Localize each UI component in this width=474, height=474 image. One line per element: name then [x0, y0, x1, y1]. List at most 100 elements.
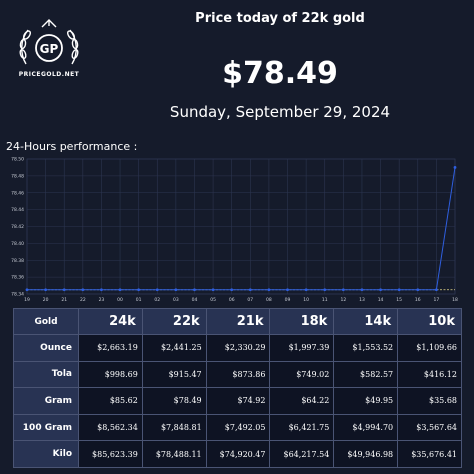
price-cell: $749.02	[269, 360, 335, 389]
price-cell: $2,663.19	[78, 334, 143, 362]
logo-initials: GP	[40, 42, 59, 56]
y-tick-label: 78.50	[11, 157, 24, 163]
price-date: Sunday, September 29, 2024	[169, 103, 391, 121]
price-cell: $74.92	[205, 387, 271, 415]
x-tick-label: 17	[434, 297, 440, 303]
data-point	[193, 288, 196, 292]
price-cell: $1,997.39	[269, 334, 335, 362]
y-tick-label: 78.34	[11, 292, 24, 298]
price-cell: $64.22	[269, 387, 335, 415]
x-tick-label: 14	[378, 297, 384, 303]
data-point	[397, 288, 401, 292]
row-label: Gram	[13, 387, 79, 415]
data-point	[304, 288, 308, 292]
x-tick-label: 03	[173, 297, 179, 303]
data-point	[341, 288, 345, 292]
row-label: 100 Gram	[13, 413, 79, 442]
x-tick-label: 09	[285, 297, 291, 303]
x-tick-label: 11	[322, 297, 328, 303]
data-point	[155, 288, 159, 292]
x-tick-label: 08	[266, 297, 272, 303]
price-cell: $85,623.39	[78, 440, 143, 468]
price-cell: $35.68	[397, 387, 462, 415]
x-tick-label: 19	[24, 297, 30, 303]
x-tick-label: 13	[359, 297, 365, 303]
x-tick-label: 22	[80, 297, 86, 303]
column-header: 24k	[78, 308, 143, 335]
data-point	[248, 288, 252, 292]
chart-y-ticks: 78.50 78.48 78.46 78.44 78.42 78.40 78.38 78.36…	[11, 157, 24, 298]
data-point	[118, 288, 122, 292]
data-point	[360, 288, 364, 292]
price-cell: $7,492.05	[205, 413, 271, 442]
column-header: 14k	[333, 308, 399, 335]
table-row: Ounce $2,663.19 $2,441.25 $2,330.29 $1,9…	[13, 334, 462, 362]
row-label: Kilo	[13, 440, 79, 468]
price-cell: $85.62	[78, 387, 143, 415]
price-cell: $3,567.64	[397, 413, 462, 442]
x-tick-label: 06	[229, 297, 235, 303]
data-point	[174, 288, 178, 292]
price-cell: $1,553.52	[333, 334, 399, 362]
series-line	[27, 167, 456, 291]
y-tick-label: 78.38	[11, 258, 24, 264]
table-row: Kilo $85,623.39 $78,488.11 $74,920.47 $6…	[13, 440, 462, 468]
chart-grid	[26, 158, 456, 295]
x-tick-label: 00	[117, 297, 123, 303]
chart-series	[25, 166, 457, 292]
table-row: 100 Gram $8,562.34 $7,848.81 $7,492.05 $…	[13, 413, 462, 442]
price-cell: $49,946.98	[333, 440, 399, 468]
price-cell: $35,676.41	[397, 440, 462, 468]
y-tick-label: 78.42	[11, 224, 24, 230]
table-row: Gram $85.62 $78.49 $74.92 $64.22 $49.95 …	[13, 387, 462, 415]
price-cell: $7,848.81	[141, 413, 207, 442]
price-cell: $78,488.11	[141, 440, 207, 468]
data-point	[211, 288, 215, 292]
price-table: Gold 24k 22k 21k 18k 14k 10k Ounce $2,66…	[13, 308, 462, 468]
data-point	[62, 288, 66, 292]
x-tick-label: 18	[452, 297, 458, 303]
table-corner-label: Gold	[13, 308, 79, 335]
column-header: 18k	[269, 308, 335, 335]
price-cell: $1,109.66	[397, 334, 462, 362]
y-tick-label: 78.46	[11, 190, 24, 196]
table-header-row: Gold 24k 22k 21k 18k 14k 10k	[13, 308, 462, 335]
logo-site-name: PRICEGOLD.NET	[18, 71, 80, 78]
page-title: Price today of 22k gold	[195, 11, 365, 26]
y-tick-label: 78.48	[11, 173, 24, 179]
column-header: 21k	[205, 308, 271, 335]
data-point	[44, 288, 48, 292]
x-tick-label: 23	[99, 297, 105, 303]
x-tick-label: 21	[61, 297, 67, 303]
x-tick-label: 04	[192, 297, 198, 303]
price-cell: $4,994.70	[333, 413, 399, 442]
column-header: 10k	[397, 308, 462, 335]
price-cell: $915.47	[141, 360, 207, 389]
y-tick-label: 78.36	[11, 275, 24, 281]
x-tick-label: 07	[247, 297, 253, 303]
price-cell: $8,562.34	[78, 413, 143, 442]
data-point	[81, 288, 85, 292]
y-tick-label: 78.44	[11, 207, 24, 213]
price-cell: $873.86	[205, 360, 271, 389]
price-cell: $74,920.47	[205, 440, 271, 468]
x-tick-label: 16	[415, 297, 421, 303]
price-cell: $78.49	[141, 387, 207, 415]
data-point	[100, 288, 103, 292]
x-tick-label: 20	[43, 297, 49, 303]
data-point	[25, 288, 29, 292]
data-point	[286, 288, 289, 292]
data-point	[230, 288, 234, 292]
table-row: Tola $998.69 $915.47 $873.86 $749.02 $58…	[13, 360, 462, 389]
x-tick-label: 12	[340, 297, 346, 303]
pricegold-logo: GP	[19, 19, 79, 65]
price-cell: $582.57	[333, 360, 399, 389]
data-point	[137, 288, 141, 292]
y-tick-label: 78.40	[11, 241, 24, 247]
price-cell: $2,330.29	[205, 334, 271, 362]
price-cell: $416.12	[397, 360, 462, 389]
price-cell: $64,217.54	[269, 440, 335, 468]
x-tick-label: 01	[136, 297, 142, 303]
data-point	[453, 166, 457, 169]
chart-section-title: 24-Hours performance :	[6, 140, 138, 153]
